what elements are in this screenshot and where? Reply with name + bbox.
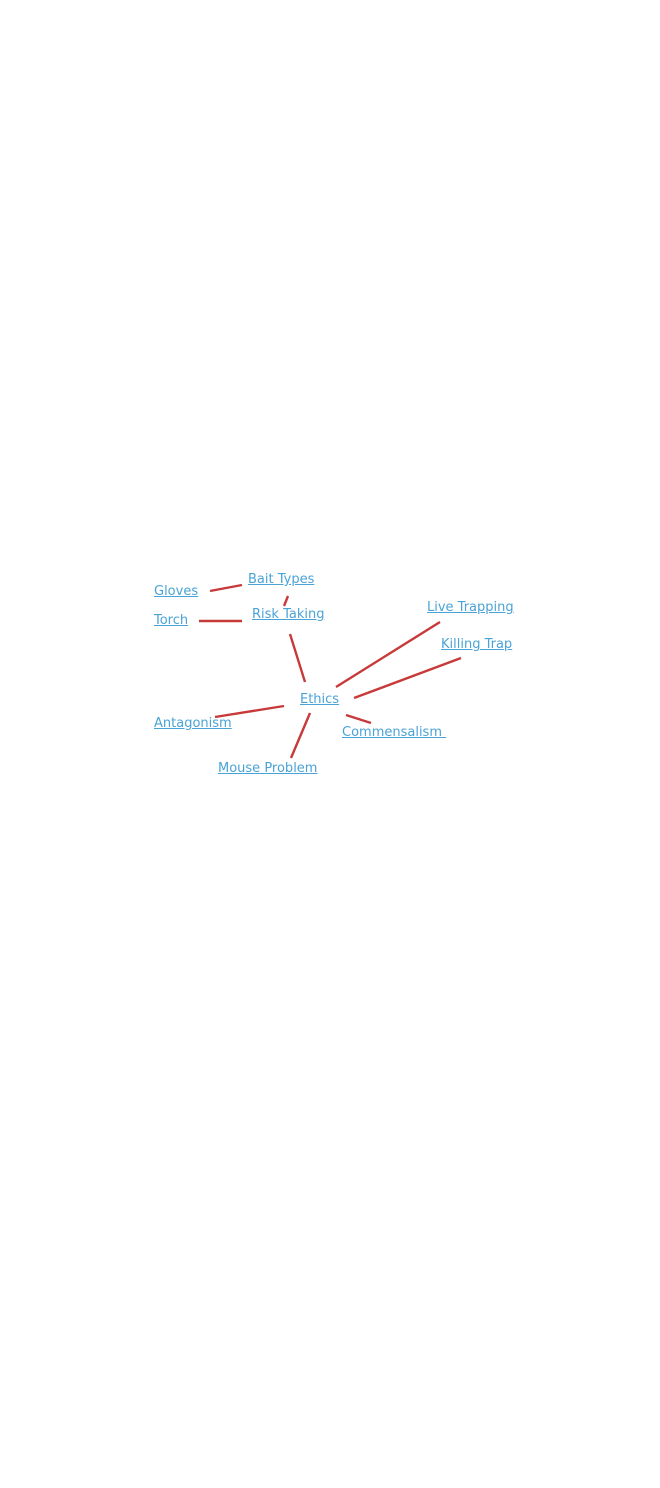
node-killing-trap[interactable]: Killing Trap: [441, 637, 513, 652]
node-torch[interactable]: Torch: [154, 613, 189, 628]
node-antagonism[interactable]: Antagonism: [154, 716, 232, 731]
node-mouse-problem[interactable]: Mouse Problem: [218, 761, 318, 776]
node-gloves[interactable]: Gloves: [154, 584, 199, 599]
node-ethics[interactable]: Ethics: [300, 692, 340, 707]
edge-bait-types-risk-taking: [282, 595, 290, 607]
node-commensalism[interactable]: Commensalism: [342, 725, 447, 740]
edge-killing-trap-ethics: [353, 656, 462, 700]
edge-live-trapping-ethics: [335, 620, 441, 689]
node-live-trapping[interactable]: Live Trapping: [427, 600, 514, 615]
edge-commensalism-ethics: [345, 713, 372, 725]
edge-antagonism-ethics: [214, 704, 285, 719]
edge-risk-taking-ethics: [288, 633, 307, 683]
node-risk-taking[interactable]: Risk Taking: [252, 607, 325, 622]
edge-mouse-problem-ethics: [289, 712, 312, 759]
edge-gloves-bait-types: [209, 583, 243, 593]
node-bait-types[interactable]: Bait Types: [248, 572, 315, 587]
